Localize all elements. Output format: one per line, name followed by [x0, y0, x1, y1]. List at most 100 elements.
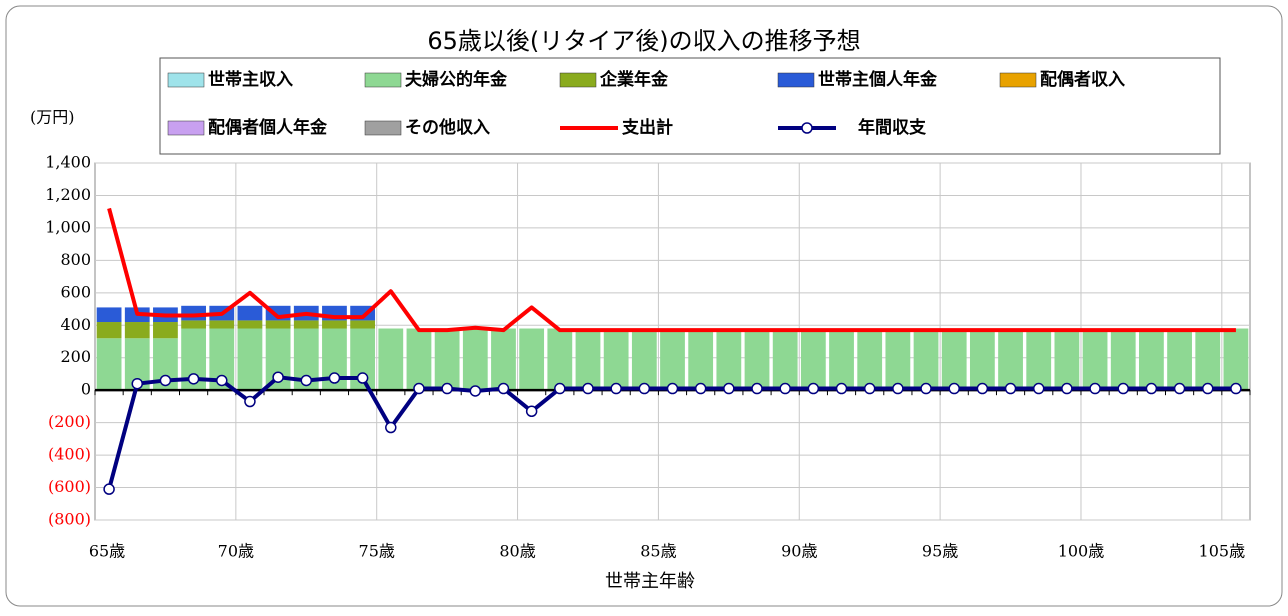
bar: [153, 322, 178, 339]
line-marker: [385, 421, 397, 434]
x-tick-label: 105歳: [1199, 542, 1246, 561]
legend: [159, 57, 1221, 155]
y-tick-label: 600: [60, 282, 91, 301]
legend-swatch: [364, 120, 402, 136]
line-marker: [1004, 382, 1017, 395]
bar: [969, 328, 995, 391]
line-marker: [159, 374, 172, 387]
bar: [237, 320, 263, 329]
line-marker: [328, 372, 341, 384]
line-marker: [694, 382, 707, 395]
line-marker: [1061, 382, 1073, 395]
x-tick-label: 85歳: [640, 542, 676, 561]
line-marker: [1201, 382, 1214, 395]
x-tick-label: 100歳: [1058, 542, 1105, 561]
bar: [293, 320, 319, 329]
line-marker: [131, 377, 144, 390]
y-tick-label: 1,400: [45, 153, 91, 172]
bar: [772, 328, 798, 391]
line-marker: [610, 382, 622, 395]
line-marker: [666, 382, 679, 395]
bar: [547, 328, 573, 391]
x-axis-title: 世帯主年齢: [605, 571, 695, 592]
bar: [1167, 328, 1192, 391]
bar: [237, 305, 263, 321]
legend-swatch: [167, 120, 205, 136]
line-marker: [779, 382, 791, 395]
bar: [322, 320, 347, 329]
bar: [1054, 328, 1080, 391]
bar: [857, 328, 883, 391]
legend-label: 世帯主個人年金: [818, 69, 938, 90]
line-marker: [863, 382, 876, 395]
bar: [660, 328, 685, 391]
legend-label: 企業年金: [599, 69, 669, 90]
legend-label: 配偶者個人年金: [208, 117, 328, 138]
y-tick-label: (800): [48, 510, 91, 529]
y-tick-label: 1,200: [45, 185, 91, 204]
legend-marker: [801, 122, 813, 134]
bar: [1223, 328, 1249, 391]
bar: [462, 328, 488, 391]
line-marker: [272, 371, 284, 383]
bar: [885, 328, 911, 391]
line-marker: [948, 382, 960, 395]
line-marker: [1089, 382, 1101, 395]
line-marker: [835, 382, 848, 395]
bar: [181, 320, 206, 329]
line-marker: [441, 382, 453, 395]
line-marker: [497, 382, 510, 395]
bar: [491, 328, 516, 391]
line-marker: [1145, 382, 1158, 395]
bar: [406, 328, 432, 391]
bar: [519, 328, 545, 391]
bar: [96, 307, 122, 323]
bar: [1082, 328, 1108, 391]
line-marker: [413, 382, 425, 395]
line-marker: [1173, 382, 1186, 395]
bar: [744, 328, 770, 391]
bar: [913, 328, 939, 391]
bar: [631, 328, 657, 391]
bar: [688, 328, 714, 391]
x-tick-label: 95歳: [922, 542, 958, 561]
line-marker: [356, 372, 369, 384]
bar: [941, 328, 967, 391]
y-tick-label: (600): [48, 477, 91, 496]
bar: [800, 328, 826, 391]
bar: [378, 328, 404, 391]
y-tick-label: 800: [60, 250, 91, 269]
y-unit: (万円): [30, 108, 75, 127]
bar: [265, 320, 291, 329]
line-marker: [103, 483, 115, 495]
y-tick-label: 400: [60, 315, 91, 334]
legend-label: その他収入: [405, 117, 490, 138]
y-tick-label: (400): [48, 445, 91, 464]
line-marker: [187, 373, 200, 385]
x-tick-label: 90歳: [781, 542, 817, 561]
y-tick-label: (200): [48, 412, 91, 431]
line-marker: [638, 382, 651, 395]
y-tick-label: 200: [60, 347, 91, 366]
bar: [1026, 328, 1052, 391]
line-marker: [723, 382, 735, 395]
x-tick-label: 80歳: [499, 542, 535, 561]
bar: [603, 328, 629, 391]
x-tick-label: 70歳: [218, 542, 254, 561]
line-marker: [807, 382, 820, 395]
line-marker: [554, 382, 566, 395]
bar: [124, 322, 150, 339]
legend-label: 支出計: [622, 117, 673, 138]
y-tick-label: 1,000: [45, 217, 91, 236]
chart-title: 65歳以後(リタイア後)の収入の推移予想: [427, 27, 860, 55]
x-tick-label: 65歳: [89, 542, 125, 561]
x-tick-label: 75歳: [359, 542, 395, 561]
legend-swatch: [167, 72, 205, 88]
bar: [96, 338, 122, 391]
line-marker: [582, 382, 594, 395]
line-marker: [920, 382, 932, 395]
bar: [237, 328, 263, 391]
line-marker: [1230, 382, 1242, 395]
legend-label: 世帯主収入: [208, 69, 293, 90]
